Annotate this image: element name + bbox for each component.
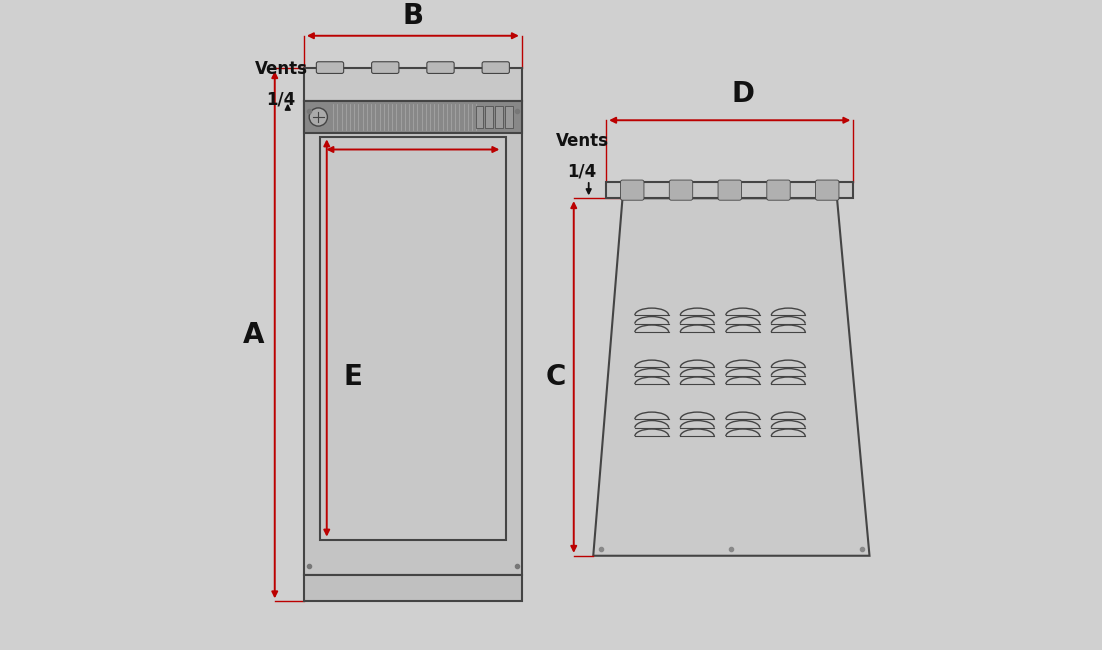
FancyBboxPatch shape [767,180,790,200]
Text: 1/4: 1/4 [267,91,295,109]
Bar [304,101,521,133]
Text: Vents: Vents [555,131,608,150]
Bar [321,136,506,540]
FancyBboxPatch shape [719,180,742,200]
Text: A: A [242,320,264,349]
FancyBboxPatch shape [371,62,399,73]
Bar [304,575,521,601]
FancyBboxPatch shape [426,62,454,73]
Text: C: C [545,363,565,391]
Text: F: F [423,103,442,131]
Circle shape [310,108,327,126]
Bar [606,182,853,198]
Text: 1/4: 1/4 [568,162,597,181]
Bar [304,101,521,575]
Bar [304,68,521,101]
Text: E: E [344,363,363,391]
Bar [495,106,503,128]
Polygon shape [593,198,869,556]
Bar [476,106,484,128]
Text: B: B [402,2,423,31]
FancyBboxPatch shape [482,62,509,73]
Text: Vents: Vents [255,60,307,78]
Bar [505,106,512,128]
FancyBboxPatch shape [815,180,839,200]
FancyBboxPatch shape [669,180,693,200]
FancyBboxPatch shape [620,180,644,200]
FancyBboxPatch shape [316,62,344,73]
Text: D: D [732,80,754,109]
Bar [485,106,494,128]
